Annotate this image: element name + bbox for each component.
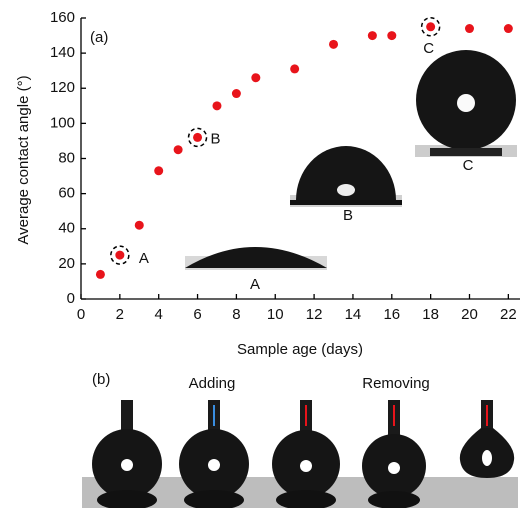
- point-label: B: [211, 130, 221, 147]
- x-axis-label: Sample age (days): [237, 341, 363, 358]
- data-point: [96, 270, 105, 279]
- data-point: [465, 24, 474, 33]
- y-tick-label: 140: [50, 44, 75, 61]
- data-point: [329, 40, 338, 49]
- inset-c: [415, 50, 517, 157]
- droplet-sequence: [82, 400, 518, 508]
- y-tick-label: 0: [67, 290, 75, 307]
- panel-label: (a): [90, 29, 108, 46]
- x-tick-label: 4: [155, 306, 163, 323]
- x-tick-label: 0: [77, 306, 85, 323]
- x-tick-label: 12: [306, 306, 323, 323]
- caption: Removing: [362, 375, 430, 392]
- inset-label: B: [343, 207, 353, 224]
- data-point: [387, 31, 396, 40]
- data-point: [290, 64, 299, 73]
- data-point: [232, 89, 241, 98]
- y-tick-label: 20: [58, 255, 75, 272]
- y-tick-label: 80: [58, 149, 75, 166]
- x-tick-label: 18: [422, 306, 439, 323]
- y-tick-label: 40: [58, 220, 75, 237]
- x-tick-label: 6: [193, 306, 201, 323]
- data-point: [115, 251, 124, 260]
- panel-label: (b): [92, 371, 110, 388]
- x-tick-label: 14: [345, 306, 362, 323]
- data-point: [135, 221, 144, 230]
- inset-a: [185, 247, 327, 270]
- point-label: A: [139, 250, 149, 267]
- inset-label: C: [463, 157, 474, 174]
- point-label: C: [423, 40, 434, 57]
- x-tick-label: 10: [267, 306, 284, 323]
- x-tick-label: 16: [383, 306, 400, 323]
- y-tick-label: 160: [50, 9, 75, 26]
- caption: Adding: [189, 375, 236, 392]
- data-point: [368, 31, 377, 40]
- x-tick-label: 22: [500, 306, 517, 323]
- x-tick-label: 20: [461, 306, 478, 323]
- data-point: [174, 145, 183, 154]
- figure: A B C (a) Sample age (days) Average cont…: [0, 0, 526, 508]
- data-point: [193, 133, 202, 142]
- x-tick-label: 2: [116, 306, 124, 323]
- data-point: [426, 22, 435, 31]
- y-tick-label: 120: [50, 79, 75, 96]
- inset-b: [290, 146, 402, 207]
- y-tick-label: 60: [58, 185, 75, 202]
- data-point: [212, 101, 221, 110]
- y-tick-label: 100: [50, 114, 75, 131]
- inset-label: A: [250, 276, 260, 293]
- data-point: [251, 73, 260, 82]
- x-tick-label: 8: [232, 306, 240, 323]
- data-point: [504, 24, 513, 33]
- y-axis-label: Average contact angle (°): [15, 75, 32, 244]
- data-point: [154, 166, 163, 175]
